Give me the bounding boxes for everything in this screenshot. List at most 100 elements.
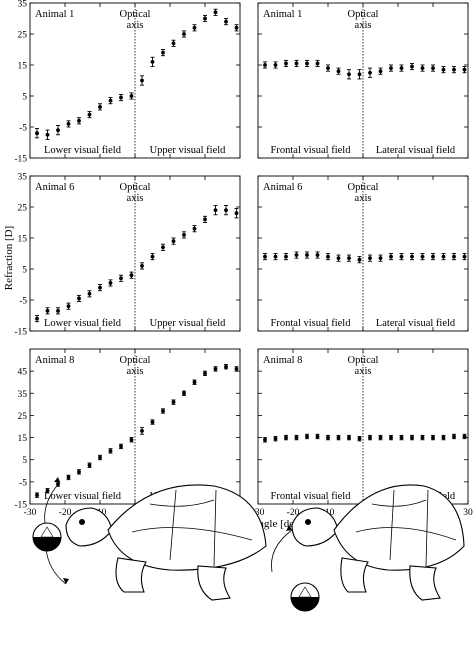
data-point [171,41,176,46]
data-point [182,391,186,396]
data-point [87,291,92,296]
data-point [336,69,341,74]
data-point [203,16,207,21]
optical-axis-annotation-line2: axis [127,20,144,31]
data-point [224,19,228,24]
x-tick-label: -30 [24,508,37,518]
data-point [161,245,165,250]
data-point [326,435,330,440]
data-point [462,67,467,72]
data-point [273,63,278,67]
data-point [294,435,299,440]
data-point [161,50,165,55]
data-point [378,256,383,261]
data-point [305,61,309,66]
data-point [87,463,92,468]
data-point [66,122,71,126]
data-point [203,371,207,376]
turtle-eye-right [305,519,311,525]
data-point [399,254,404,259]
data-point [441,254,446,259]
data-point [273,436,278,441]
data-point [45,308,50,313]
x-tick-label: -20 [287,508,300,518]
data-point [140,429,144,433]
data-point [108,448,113,453]
panel-title: Animal 8 [263,355,302,366]
data-point [234,25,239,30]
shell-scutes-right [355,489,457,567]
y-tick-label: -15 [14,328,27,338]
data-point [315,61,320,66]
data-point [452,434,456,439]
data-point [368,435,372,440]
data-point [203,217,207,222]
data-point [326,66,330,70]
data-point [315,253,320,257]
panel-3: -15 -5 5 15 25 35 Animal 6 Optical axis Lower vis… [14,173,241,338]
region-left-label: Lower visual field [44,318,122,329]
region-left-label: Lower visual field [44,491,122,502]
data-point [305,434,309,439]
panel-title: Animal 8 [35,355,74,366]
data-point [263,63,267,67]
region-left-label: Frontal visual field [271,491,352,502]
data-point [192,226,197,231]
data-point [284,254,288,259]
region-right-label: Lateral visual field [376,145,456,156]
y-tick-label: 25 [18,204,28,214]
panel-title: Animal 1 [263,9,302,20]
y-tick-label: -5 [19,124,27,134]
data-point [378,435,383,440]
data-point [441,435,446,440]
data-point [357,72,362,77]
x-tick-label: -30 [252,508,265,518]
optical-axis-annotation-line1: Optical [120,182,151,193]
data-point [273,254,278,259]
data-point [192,25,197,30]
optical-axis-annotation: Optical axis [348,355,379,377]
arrowhead-down-left [63,578,69,584]
y-tick-label: 5 [22,93,27,103]
optical-axis-annotation-line2: axis [127,193,144,204]
panel-4: Animal 6 Optical axis Frontal visual field L… [257,175,469,332]
arrowhead-right [286,525,292,531]
optical-axis-annotation-line1: Optical [120,355,151,366]
panel-title: Animal 1 [35,9,74,20]
data-point [45,132,50,137]
optical-axis-annotation-line2: axis [355,366,372,377]
turtle-front-leg-right [340,557,369,593]
data-point [182,233,186,237]
data-point [441,67,446,72]
region-left-label: Lower visual field [44,145,122,156]
data-point [294,61,299,66]
data-point [263,254,267,259]
data-point [368,256,372,261]
data-point [171,400,176,405]
optical-axis-annotation: Optical axis [348,9,379,31]
data-point [399,66,404,70]
data-point [98,104,102,109]
data-point [213,10,218,15]
turtle-shell-left [107,484,267,571]
x-tick-label: -20 [59,508,72,518]
data-point [389,254,393,259]
turtle-back-leg-right [409,565,441,601]
data-point [305,253,309,257]
data-point [182,32,186,36]
turtle-illustration-left [32,477,267,601]
panel-title: Animal 6 [35,182,74,193]
data-point [399,435,404,440]
data-point [56,308,60,313]
data-point [224,364,228,369]
data-point [462,434,467,439]
turtle-back-leg-left [197,565,231,601]
turtle-front-leg-left [115,557,147,593]
data-point [234,367,239,371]
arc-arrow-down-left [45,547,67,585]
data-point [129,94,134,98]
x-tick-label: 30 [463,508,473,518]
data-point [108,98,113,103]
optical-axis-annotation-line1: Optical [120,9,151,20]
data-point [431,435,435,440]
